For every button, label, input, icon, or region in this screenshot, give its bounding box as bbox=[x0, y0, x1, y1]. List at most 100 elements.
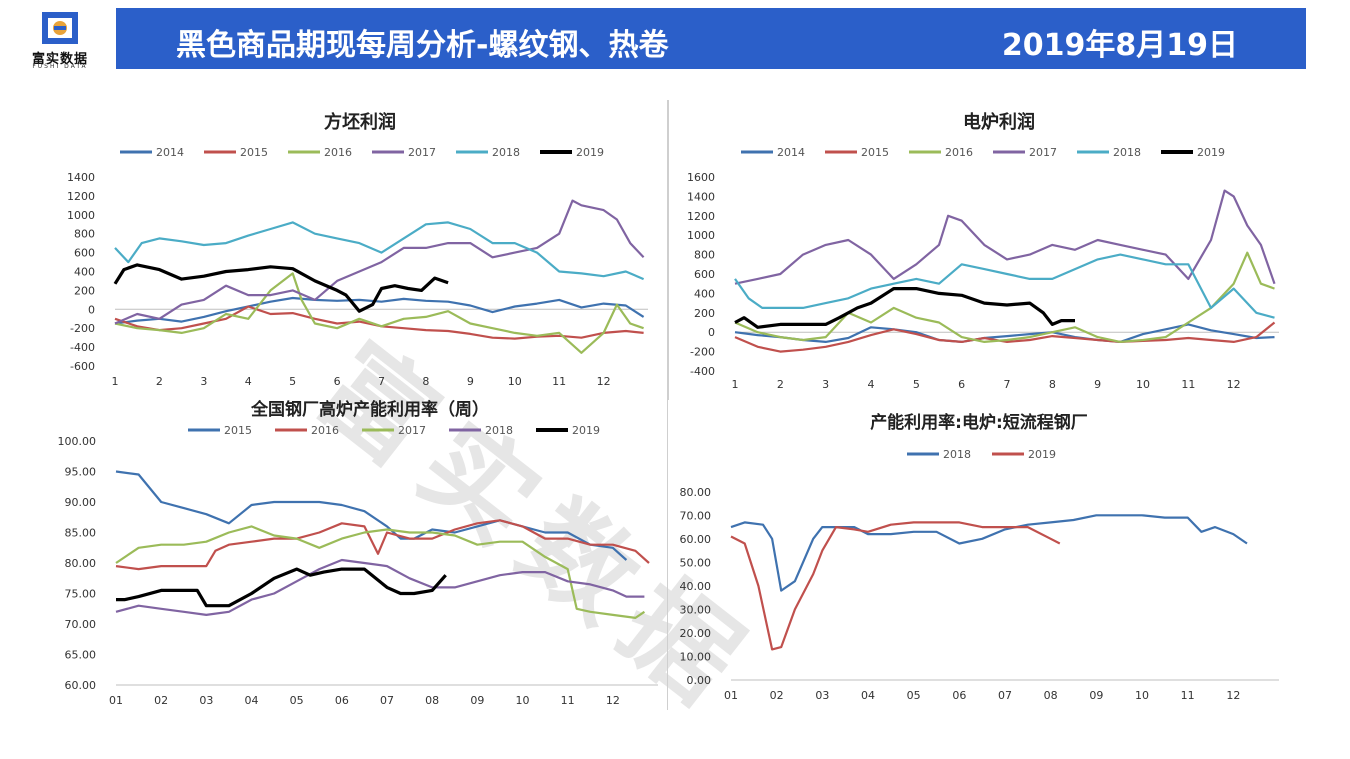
legend-label-2015: 2015 bbox=[224, 424, 252, 437]
y-tick-label: 30.00 bbox=[680, 603, 712, 616]
x-tick-label: 10 bbox=[1135, 689, 1149, 702]
y-tick-label: 100.00 bbox=[58, 435, 97, 448]
legend-label-2015: 2015 bbox=[240, 146, 268, 159]
y-tick-label: 1200 bbox=[687, 210, 715, 223]
x-tick-label: 12 bbox=[606, 694, 620, 707]
y-tick-label: 200 bbox=[74, 284, 95, 297]
y-tick-label: -200 bbox=[70, 322, 95, 335]
y-tick-label: 75.00 bbox=[65, 588, 97, 601]
chart-title: 产能利用率:电炉:短流程钢厂 bbox=[870, 412, 1088, 433]
x-tick-label: 10 bbox=[508, 375, 522, 388]
y-tick-label: 600 bbox=[694, 268, 715, 281]
y-tick-label: 40.00 bbox=[680, 580, 712, 593]
x-tick-label: 8 bbox=[422, 375, 429, 388]
series-line-2015 bbox=[115, 470, 628, 561]
legend-label-2018: 2018 bbox=[1113, 146, 1141, 159]
legend-label-2019: 2019 bbox=[576, 146, 604, 159]
legend-label-2017: 2017 bbox=[408, 146, 436, 159]
series-line-2016 bbox=[115, 519, 650, 571]
y-tick-label: -400 bbox=[70, 341, 95, 354]
legend-label-2016: 2016 bbox=[324, 146, 352, 159]
y-tick-label: 70.00 bbox=[65, 618, 97, 631]
x-tick-label: 04 bbox=[245, 694, 259, 707]
series-line-2018 bbox=[114, 221, 645, 281]
series-line-2017 bbox=[114, 199, 645, 325]
series-line-2017 bbox=[115, 525, 646, 619]
series-line-2014 bbox=[114, 296, 645, 325]
y-tick-label: 200 bbox=[694, 307, 715, 320]
x-tick-label: 6 bbox=[958, 378, 965, 391]
report-date: 2019年8月19日 bbox=[1001, 28, 1238, 63]
series-line-2018 bbox=[730, 514, 1248, 592]
chart-eaf-utilization: 产能利用率:电炉:短流程钢厂 2018 2019 80.00 70.00 60.00 50.… bbox=[680, 412, 1279, 702]
series-line-2016 bbox=[114, 272, 644, 354]
series-line-2018 bbox=[734, 253, 1275, 319]
y-tick-label: 400 bbox=[694, 287, 715, 300]
x-tick-label: 1 bbox=[732, 378, 739, 391]
logo-sub: FUSHI DATA bbox=[32, 63, 88, 70]
x-tick-label: 5 bbox=[289, 375, 296, 388]
legend-label-2019: 2019 bbox=[1197, 146, 1225, 159]
y-tick-label: 1200 bbox=[67, 190, 95, 203]
series-line-2019 bbox=[113, 263, 449, 313]
y-tick-label: 60.00 bbox=[680, 533, 712, 546]
y-tick-label: 800 bbox=[694, 249, 715, 262]
y-tick-label: 0 bbox=[88, 303, 95, 316]
divider-vertical-bottom bbox=[667, 400, 668, 710]
series-line-2017 bbox=[734, 189, 1276, 285]
x-tick-label: 04 bbox=[861, 689, 875, 702]
page-title: 黑色商品期现每周分析-螺纹钢、热卷 bbox=[176, 28, 669, 63]
series-line-2015 bbox=[114, 305, 644, 340]
x-tick-label: 01 bbox=[109, 694, 123, 707]
series-line-2019 bbox=[116, 567, 447, 608]
x-tick-label: 02 bbox=[770, 689, 784, 702]
x-tick-label: 12 bbox=[1226, 689, 1240, 702]
y-tick-label: -600 bbox=[70, 360, 95, 373]
x-tick-label: 11 bbox=[1181, 378, 1195, 391]
legend-label-2015: 2015 bbox=[861, 146, 889, 159]
y-tick-label: 85.00 bbox=[65, 527, 97, 540]
y-tick-label: 400 bbox=[74, 266, 95, 279]
y-tick-label: 60.00 bbox=[65, 679, 97, 692]
legend-label-2018: 2018 bbox=[492, 146, 520, 159]
logo-name: 富实数据 bbox=[31, 52, 88, 67]
legend-label-2014: 2014 bbox=[156, 146, 184, 159]
series-line-2015 bbox=[734, 321, 1276, 353]
x-tick-label: 2 bbox=[777, 378, 784, 391]
y-tick-label: 70.00 bbox=[680, 509, 712, 522]
x-tick-label: 10 bbox=[1136, 378, 1150, 391]
legend-label-2018: 2018 bbox=[485, 424, 513, 437]
x-tick-label: 2 bbox=[156, 375, 163, 388]
x-tick-label: 4 bbox=[868, 378, 875, 391]
x-tick-label: 9 bbox=[1094, 378, 1101, 391]
series-line-2014 bbox=[734, 323, 1275, 343]
divider-vertical-top bbox=[667, 100, 669, 400]
logo: 富实数据 FUSHI DATA bbox=[10, 8, 110, 70]
legend-label-2018: 2018 bbox=[943, 448, 971, 461]
x-tick-label: 6 bbox=[334, 375, 341, 388]
legend-label-2017: 2017 bbox=[1029, 146, 1057, 159]
y-tick-label: 1000 bbox=[687, 229, 715, 242]
y-tick-label: 95.00 bbox=[65, 466, 97, 479]
y-tick-label: -400 bbox=[690, 365, 715, 378]
chart-bf-utilization: 全国钢厂高炉产能利用率（周） 2015 2016 2017 2018 2019 100.00… bbox=[58, 399, 658, 707]
series-line-2016 bbox=[734, 251, 1275, 343]
x-tick-label: 8 bbox=[1049, 378, 1056, 391]
y-tick-label: 0 bbox=[708, 326, 715, 339]
x-tick-label: 7 bbox=[378, 375, 385, 388]
x-tick-label: 12 bbox=[1227, 378, 1241, 391]
y-tick-label: 10.00 bbox=[680, 650, 712, 663]
y-tick-label: -200 bbox=[690, 346, 715, 359]
x-tick-label: 07 bbox=[998, 689, 1012, 702]
x-tick-label: 02 bbox=[154, 694, 168, 707]
x-tick-label: 09 bbox=[1089, 689, 1103, 702]
x-tick-label: 06 bbox=[335, 694, 349, 707]
y-tick-label: 50.00 bbox=[680, 556, 712, 569]
legend-label-2019: 2019 bbox=[572, 424, 600, 437]
x-tick-label: 1 bbox=[112, 375, 119, 388]
x-tick-label: 06 bbox=[952, 689, 966, 702]
x-tick-label: 09 bbox=[470, 694, 484, 707]
chart-title: 电炉利润 bbox=[963, 111, 1035, 133]
x-tick-label: 01 bbox=[724, 689, 738, 702]
